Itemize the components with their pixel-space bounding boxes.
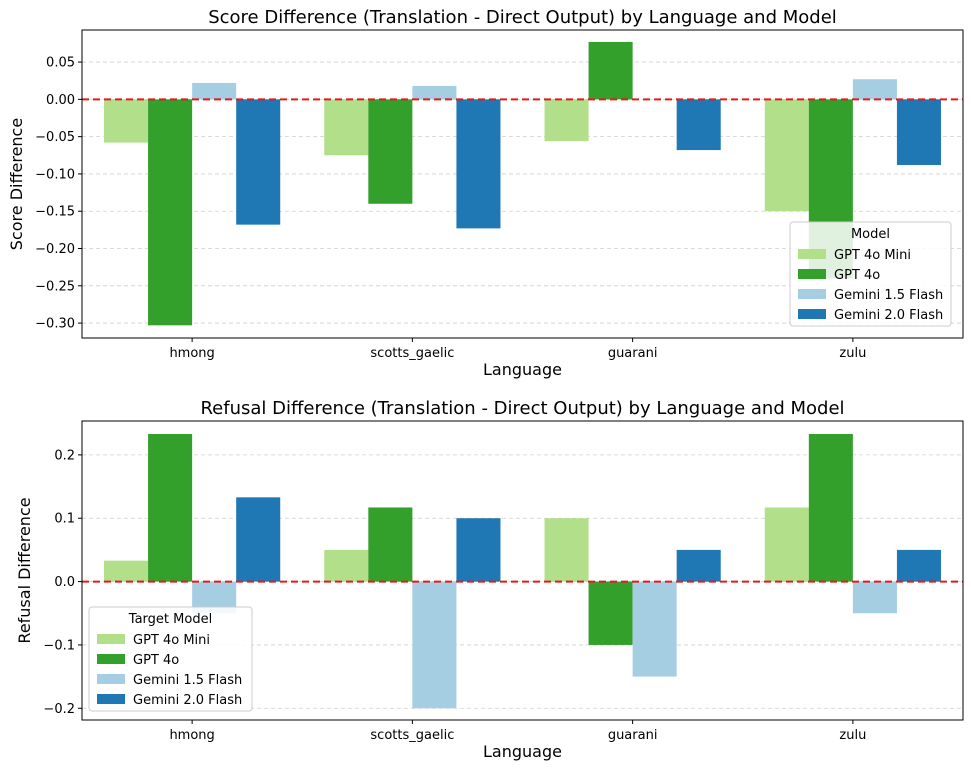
bar-zulu-gpt-4o-mini <box>764 99 809 212</box>
x-tick-label: hmong <box>169 728 214 743</box>
bar-zulu-gpt-4o-mini <box>764 507 809 582</box>
bar-hmong-gemini-1-5-flash <box>192 82 237 100</box>
legend-swatch <box>97 694 125 704</box>
y-tick-label: −0.25 <box>35 279 75 294</box>
x-tick-label: hmong <box>169 346 214 361</box>
bar-zulu-gemini-1-5-flash <box>852 79 897 100</box>
legend: Model GPT 4o Mini GPT 4o Gemini 1.5 Flash Ge… <box>789 221 952 327</box>
chart-title: Refusal Difference (Translation - Direct… <box>200 398 844 419</box>
bar-hmong-gemini-2-0-flash <box>236 99 281 225</box>
bar-zulu-gemini-1-5-flash <box>852 581 897 614</box>
x-tick-label: scotts_gaelic <box>370 728 454 743</box>
x-axis-label: Language <box>483 360 562 379</box>
legend-entry: Gemini 1.5 Flash <box>834 288 943 303</box>
legend-entry: GPT 4o <box>834 268 880 283</box>
legend-title: Model <box>851 227 890 242</box>
bar-hmong-gpt-4o <box>148 99 193 326</box>
y-tick-label: −0.05 <box>35 130 75 145</box>
bar-zulu-gpt-4o <box>808 433 853 582</box>
bar-scotts_gaelic-gemini-2-0-flash <box>456 518 501 582</box>
legend-entry: Gemini 2.0 Flash <box>834 308 943 323</box>
y-axis-label: Refusal Difference <box>15 497 34 643</box>
bar-scotts_gaelic-gpt-4o <box>368 507 413 582</box>
legend-swatch <box>798 309 826 319</box>
x-tick-label: zulu <box>839 728 866 743</box>
refusal-difference-chart: −0.2 −0.1 0.0 0.1 0.2 hmong scotts_gaelic guara… <box>15 398 964 761</box>
legend-box <box>88 606 253 712</box>
x-axis-label: Language <box>483 742 562 761</box>
y-tick-label: −0.30 <box>35 317 75 332</box>
bar-scotts_gaelic-gemini-1-5-flash <box>412 581 457 709</box>
bar-scotts_gaelic-gemini-1-5-flash <box>412 85 457 100</box>
chart-title: Score Difference (Translation - Direct O… <box>208 7 837 28</box>
legend-title: Target Model <box>128 612 212 627</box>
bar-guarani-gpt-4o-mini <box>544 99 589 142</box>
bar-scotts_gaelic-gpt-4o-mini <box>324 99 369 156</box>
x-tick-label: zulu <box>839 346 866 361</box>
legend: Target Model GPT 4o Mini GPT 4o Gemini 1.5 … <box>88 606 253 712</box>
y-tick-label: 0.0 <box>54 575 75 590</box>
bar-guarani-gemini-2-0-flash <box>676 549 721 582</box>
legend-entry: Gemini 1.5 Flash <box>133 673 242 688</box>
bar-guarani-gpt-4o-mini <box>544 518 589 582</box>
legend-swatch <box>798 289 826 299</box>
y-tick-label: 0.2 <box>54 448 75 463</box>
bar-scotts_gaelic-gpt-4o <box>368 99 413 204</box>
bar-hmong-gpt-4o-mini <box>104 560 149 582</box>
x-tick-label: scotts_gaelic <box>370 346 454 361</box>
x-tick-label: guarani <box>608 346 658 361</box>
bar-guarani-gpt-4o <box>588 581 633 645</box>
y-tick-label: 0.05 <box>46 56 75 71</box>
legend-entry: Gemini 2.0 Flash <box>133 693 242 708</box>
score-difference-chart: −0.30 −0.25 −0.20 −0.15 −0.10 −0.05 0.00 0.05 hm… <box>7 7 964 379</box>
bar-guarani-gemini-1-5-flash <box>632 581 677 677</box>
y-tick-label: −0.20 <box>35 242 75 257</box>
legend-swatch <box>798 249 826 259</box>
plot-frame <box>81 29 964 339</box>
legend-swatch <box>97 654 125 664</box>
y-tick-label: −0.1 <box>43 638 75 653</box>
x-tick-label: guarani <box>608 728 658 743</box>
legend-entry: GPT 4o Mini <box>133 633 210 648</box>
y-axis-label: Score Difference <box>7 118 26 250</box>
legend-entry: GPT 4o <box>133 653 179 668</box>
legend-swatch <box>97 674 125 684</box>
bar-hmong-gemini-2-0-flash <box>236 497 281 582</box>
bar-guarani-gemini-2-0-flash <box>676 99 721 151</box>
bar-scotts_gaelic-gemini-2-0-flash <box>456 99 501 229</box>
legend-entry: GPT 4o Mini <box>834 248 911 263</box>
bar-zulu-gemini-2-0-flash <box>896 549 941 582</box>
bar-hmong-gpt-4o-mini <box>104 99 149 143</box>
bar-hmong-gpt-4o <box>148 433 193 582</box>
bar-guarani-gpt-4o <box>588 41 633 100</box>
y-tick-label: −0.15 <box>35 205 75 220</box>
plot-frame <box>81 420 964 721</box>
y-tick-label: 0.1 <box>54 512 75 527</box>
y-tick-label: −0.2 <box>43 702 75 717</box>
legend-box <box>789 221 952 327</box>
legend-swatch <box>798 269 826 279</box>
bar-scotts_gaelic-gpt-4o-mini <box>324 549 369 582</box>
bar-zulu-gemini-2-0-flash <box>896 99 941 165</box>
y-tick-label: 0.00 <box>46 93 75 108</box>
y-tick-label: −0.10 <box>35 167 75 182</box>
legend-swatch <box>97 634 125 644</box>
